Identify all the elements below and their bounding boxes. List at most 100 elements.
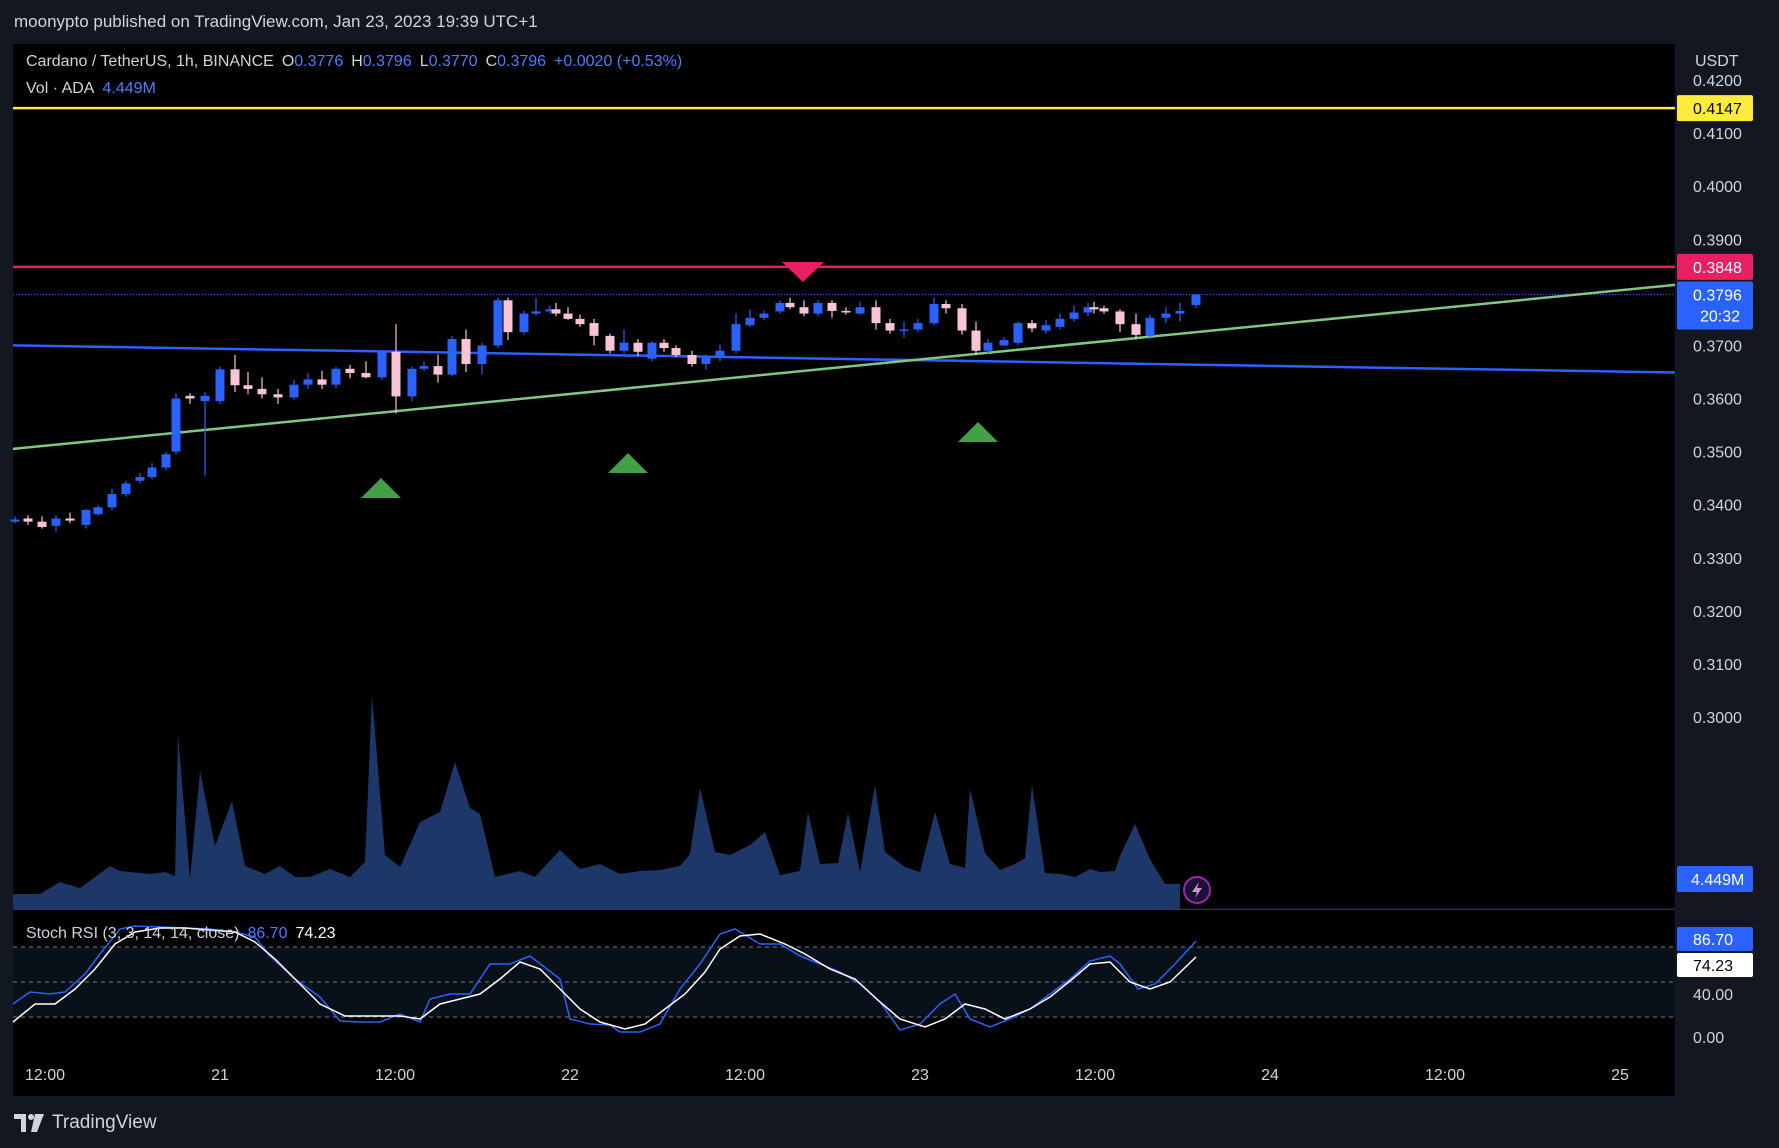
buy-marker-2[interactable] [608,453,648,473]
candle [775,300,785,314]
candle [633,339,643,357]
candle [23,515,33,525]
candle [647,341,657,362]
candle-body [215,369,225,402]
candle-body [185,395,195,399]
candle-body [303,379,313,385]
price-tick: 0.4200 [1693,73,1742,90]
candle [731,313,741,354]
candle [687,350,697,367]
candle-body [361,373,371,378]
candle [377,350,387,380]
candle-body [899,329,909,331]
candle [1041,319,1051,334]
candle-body [575,318,585,325]
close-label: C [485,53,498,70]
price-tick: 0.3600 [1693,392,1742,409]
chart-area[interactable]: USDT 0.4200 0.4100 0.4000 0.3900 0.3700 0.3600… [0,44,1779,1100]
stoch-k-value: 86.70 [247,925,288,942]
candle-body [65,518,75,521]
candle [361,361,371,379]
candle-body [1131,324,1141,335]
candle-body [605,335,615,351]
stoch-label[interactable]: Stoch RSI (3, 3, 14, 14, close) [26,925,240,942]
stoch-legend: Stoch RSI (3, 3, 14, 14, close) 86.70 74.2… [26,925,344,943]
price-tick: 0.4100 [1693,126,1742,143]
candle-body [51,518,61,526]
header-bar: moonypto published on TradingView.com, J… [0,0,1779,44]
candle-body [161,454,171,468]
candle-body [841,310,851,313]
buy-marker-3[interactable] [958,422,998,442]
volume-tag: 4.449M [1691,872,1744,889]
trendlines[interactable] [12,283,1676,451]
candle-body [563,313,573,319]
candle-body [461,339,471,364]
candle [519,310,529,335]
stoch-tick: 0.00 [1693,1030,1724,1047]
red-price-tag-bg [1677,253,1753,280]
candle-body [200,395,210,402]
candle-body [1161,313,1171,318]
price-tick: 0.3100 [1693,657,1742,674]
candle-body [493,300,503,346]
time-tick: 12:00 [725,1067,765,1084]
candle-body [107,494,117,508]
price-tick: 0.3000 [1693,710,1742,727]
candle [941,300,951,314]
stoch-k-line [12,925,1197,1033]
candle [303,373,313,389]
candle-body [1145,317,1155,336]
candle [161,451,171,471]
candle [503,297,513,341]
lightning-icon[interactable] [1183,876,1211,904]
candle [563,307,573,320]
buy-marker-1[interactable] [361,478,401,498]
candle-body [407,368,417,397]
candle-body [589,323,599,336]
green-trendline[interactable] [12,283,1676,451]
time-tick: 22 [561,1067,579,1084]
candle-body [317,379,327,385]
candle [1013,321,1023,346]
candle [419,361,429,371]
candle [1069,305,1079,322]
candle-body [545,309,555,312]
last-price-tag-bg [1677,281,1753,330]
candle-body [745,317,755,326]
candle [289,379,299,400]
candle-body [1099,308,1109,312]
price-tick: 0.3900 [1693,232,1742,249]
volume-label[interactable]: Vol · ADA [26,80,95,97]
candle [407,366,417,402]
candle-body [983,342,993,351]
candle [461,329,471,372]
tradingview-logo[interactable]: TradingView [14,1112,157,1134]
stoch-d-tag: 74.23 [1693,958,1733,975]
candle [759,310,769,320]
candle [545,305,555,314]
pattern-markers[interactable] [361,262,998,498]
candle [331,366,341,388]
candle [81,508,91,529]
sell-marker[interactable] [782,262,824,282]
candle-body [1013,323,1023,343]
candle-body [913,323,923,330]
blue-trendline[interactable] [12,344,1676,374]
time-tick: 12:00 [375,1067,415,1084]
candle-body [10,519,20,522]
candle-body [171,398,181,452]
candle-body [871,307,881,324]
red-price-tag: 0.3848 [1693,260,1742,277]
horizontal-levels[interactable] [13,106,1675,295]
candle [10,516,20,524]
candle-body [1083,307,1093,313]
symbol-name[interactable]: Cardano / TetherUS, 1h, BINANCE [26,53,274,70]
candle [493,297,503,349]
candle-body [257,388,267,395]
open-value: 0.3776 [294,53,344,70]
candle-body [289,384,299,398]
candle [531,297,541,316]
candle [1131,313,1141,340]
low-label: L [419,53,429,70]
